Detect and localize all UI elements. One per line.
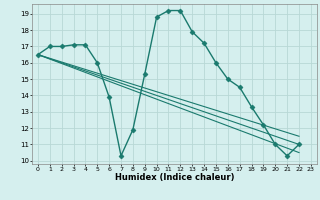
X-axis label: Humidex (Indice chaleur): Humidex (Indice chaleur): [115, 173, 234, 182]
